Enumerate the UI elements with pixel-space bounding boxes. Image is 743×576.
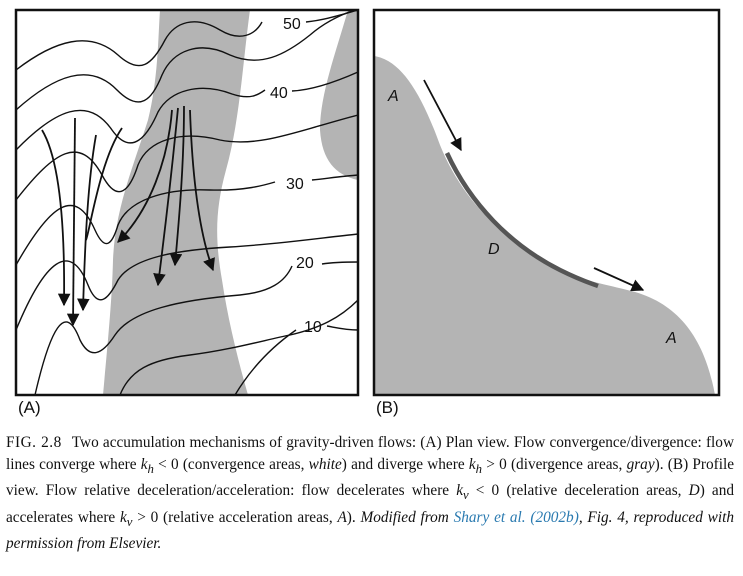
acceleration-label-lower: A (665, 330, 677, 347)
figure-caption: FIG. 2.8 Two accumulation mechanisms of g… (6, 432, 734, 555)
panel-b-label: (B) (376, 398, 399, 417)
caption-emph: , Fig. 4, reproduced with permission fro… (6, 508, 734, 553)
contour-50-tail (305, 10, 358, 23)
caption-emph: gray (626, 455, 655, 473)
contour-label-30: 30 (286, 176, 304, 193)
contour-45 (16, 10, 356, 111)
symbol-k: k (119, 508, 127, 526)
contour-20-tail (321, 261, 358, 265)
panel-b-frame (372, 8, 721, 397)
flow-arrow (66, 117, 80, 327)
contour-label-40: 40 (270, 85, 288, 102)
figure-number: FIG. 2.8 (6, 434, 62, 451)
flow-arrow-lower (593, 267, 645, 292)
flow-arrow-upper (423, 79, 462, 152)
contour-20 (34, 265, 293, 395)
contour-label-50: 50 (283, 16, 301, 33)
contour-label-20: 20 (296, 255, 314, 272)
panel-a-plan-view: 50 40 30 20 10 (14, 8, 360, 397)
divergence-area-right (320, 10, 358, 180)
figure-canvas: 50 40 30 20 10 A D A (14, 8, 721, 397)
caption-text: ). (B) Profile view. Flow relative decel… (6, 455, 735, 500)
deceleration-label: D (488, 241, 500, 258)
flow-arrow (153, 107, 179, 287)
flow-arrow (85, 127, 123, 241)
caption-text: ) and diverge where (341, 455, 469, 473)
contour-15 (119, 299, 358, 395)
acceleration-label-upper: A (387, 88, 399, 105)
caption-emph: A (337, 508, 347, 526)
flow-arrow (41, 129, 71, 307)
caption-text: > 0 (divergence areas, (482, 455, 627, 473)
flow-arrow (77, 134, 97, 312)
divergence-area-central (103, 10, 250, 395)
caption-text: < 0 (convergence areas, (153, 455, 309, 473)
caption-emph: white (308, 455, 342, 473)
caption-emph: Modified from (360, 508, 454, 526)
caption-text: ) and accelerates where (6, 482, 734, 526)
contour-lines (16, 10, 358, 395)
flow-arrow (169, 105, 185, 267)
contour-10 (234, 329, 297, 395)
contour-35 (16, 114, 358, 201)
symbol-sub: v (126, 514, 133, 529)
contour-30 (16, 181, 276, 266)
symbol-k: k (140, 455, 148, 473)
slope-profile (374, 56, 715, 395)
symbol-sub: h (475, 461, 483, 476)
symbol-sub: h (147, 461, 154, 476)
contour-40-tail (291, 71, 358, 92)
flow-arrow (189, 109, 215, 272)
flow-arrow (117, 109, 173, 243)
contour-50 (16, 21, 263, 71)
contour-label-10: 10 (304, 319, 322, 336)
deceleration-segment (444, 152, 599, 289)
contour-10-tail (326, 325, 358, 331)
panel-a-label: (A) (18, 398, 41, 417)
panel-a-frame (14, 8, 360, 397)
flow-lines-divergence (117, 105, 215, 287)
caption-text: ). (346, 508, 361, 526)
caption-text: > 0 (relative acceleration areas, (132, 508, 338, 526)
symbol-k: k (456, 482, 463, 500)
contour-30-tail (311, 174, 358, 181)
symbol-sub: v (463, 488, 469, 503)
caption-text: Two accumulation mechanisms of gravity-d… (6, 434, 735, 473)
citation-link[interactable]: Shary et al. (2002b) (453, 508, 579, 526)
caption-emph: D (688, 482, 700, 500)
panel-b-profile-view: A D A (372, 8, 721, 397)
flow-lines-convergence (41, 117, 123, 327)
contour-40 (16, 87, 266, 151)
caption-text: < 0 (relative deceleration areas, (468, 482, 689, 500)
symbol-k: k (468, 455, 476, 473)
